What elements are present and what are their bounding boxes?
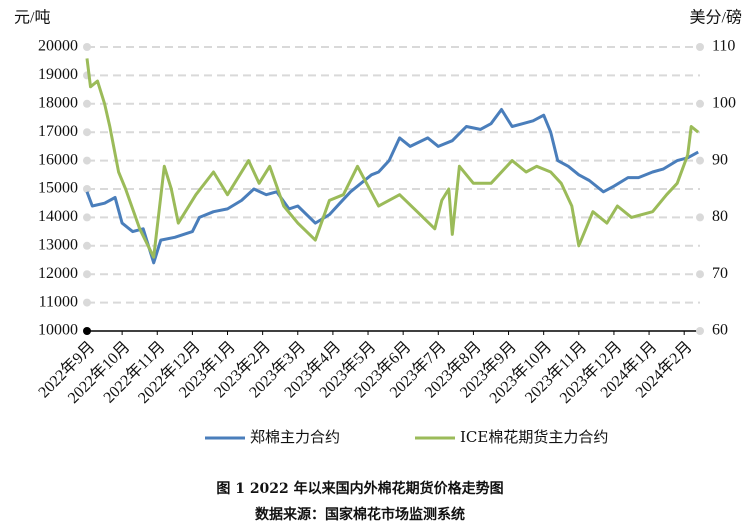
legend-label: 郑棉主力合约	[250, 428, 340, 446]
y2-axis-label: 美分/磅	[690, 9, 742, 27]
y-tick-label: 14000	[38, 208, 78, 225]
grid-end	[83, 43, 91, 51]
grid-end	[83, 128, 91, 137]
y-tick-label: 19000	[38, 66, 78, 83]
y2-tick-label: 70	[712, 265, 728, 282]
grid-end	[696, 99, 704, 108]
y2-tick-label: 100	[712, 94, 736, 111]
grid-end	[83, 99, 91, 108]
grid-end	[83, 241, 91, 250]
y-tick-label: 13000	[38, 236, 78, 253]
grid-end	[83, 156, 91, 165]
legend-label: ICE棉花期货主力合约	[460, 428, 608, 446]
y-tick-label: 17000	[38, 123, 78, 140]
source: 数据来源：国家棉花市场监测系统	[255, 506, 465, 523]
y2-tick-label: 80	[712, 208, 728, 225]
y-tick-label: 15000	[38, 180, 78, 197]
grid-end	[83, 185, 91, 193]
y-tick-label: 11000	[39, 293, 78, 310]
series-line	[85, 108, 699, 265]
grid-end	[696, 156, 704, 165]
y-tick-label: 16000	[38, 151, 78, 168]
y2-tick-label: 110	[712, 38, 735, 55]
grid-end	[696, 327, 704, 335]
y-tick-label: 12000	[38, 265, 78, 282]
caption: 图 1 2022 年以来国内外棉花期货价格走势图	[216, 480, 503, 497]
grid-end	[83, 213, 91, 222]
y2-tick-label: 90	[712, 151, 728, 168]
y-axis-label: 元/吨	[14, 9, 50, 27]
series-line	[85, 58, 700, 259]
grid-end	[696, 43, 704, 51]
y-tick-label: 10000	[38, 322, 78, 339]
y-tick-label: 20000	[38, 38, 78, 55]
grid-end	[696, 270, 704, 279]
grid-end	[83, 298, 91, 307]
grid-end	[696, 213, 704, 222]
grid-end	[83, 270, 91, 279]
y2-tick-label: 60	[712, 322, 728, 339]
y-tick-label: 18000	[38, 94, 78, 111]
